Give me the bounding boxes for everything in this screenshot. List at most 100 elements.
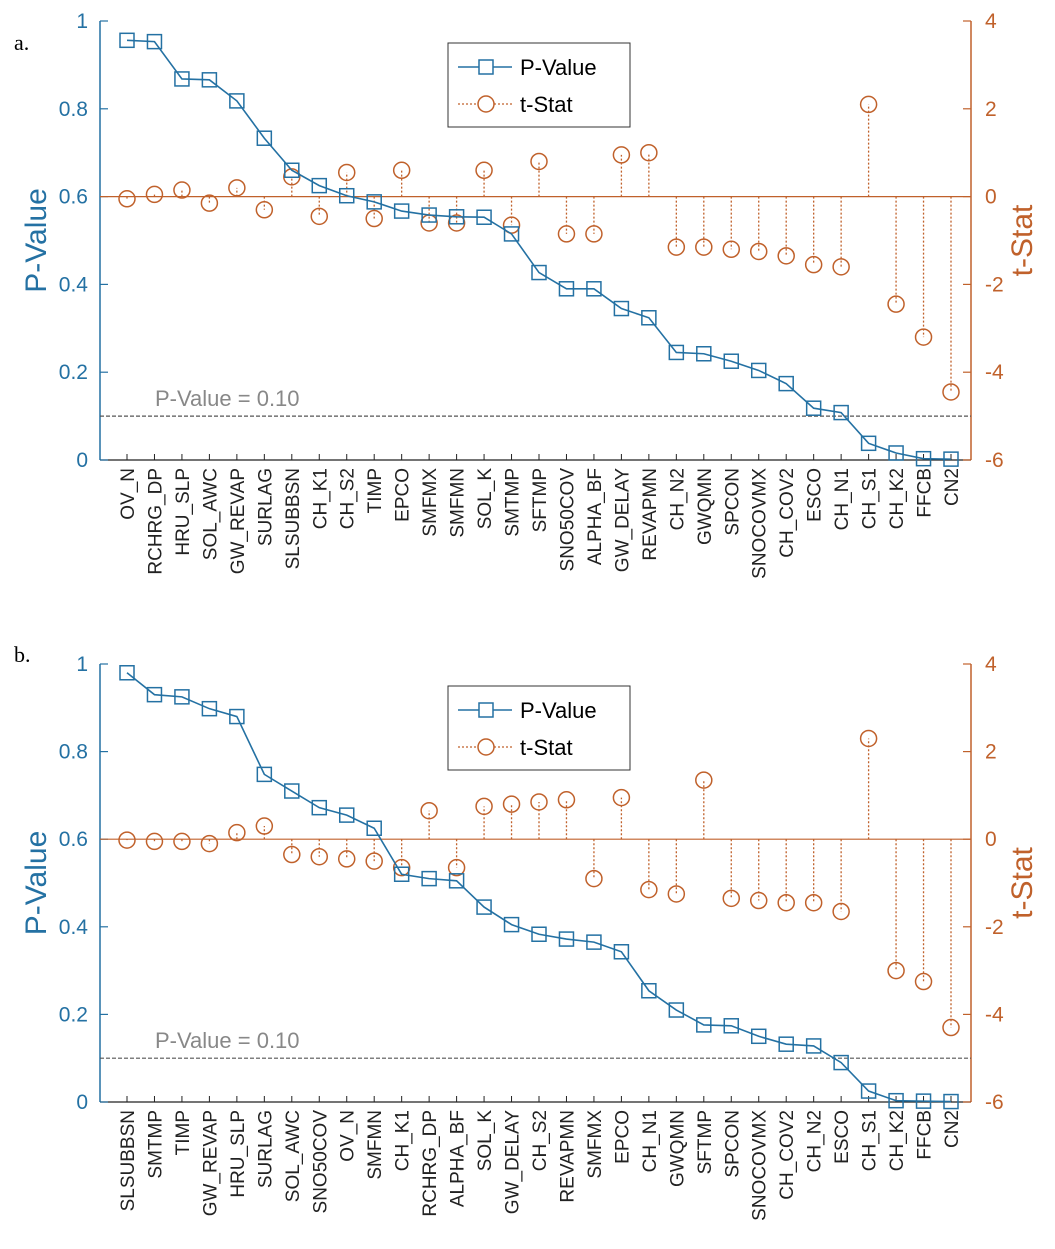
- t-stat-point: [392, 858, 411, 877]
- t-stat-point: [392, 161, 411, 180]
- left-tick-label: 0.6: [59, 186, 88, 209]
- p-value-point: [476, 209, 492, 225]
- category-label: CH_K1: [310, 468, 331, 529]
- t-stat-point: [557, 225, 576, 243]
- t-stat-point: [337, 163, 356, 182]
- category-label: RCHRG_DP: [145, 468, 166, 575]
- p-value-point: [723, 353, 740, 369]
- category-label: GW_DELAY: [503, 1110, 524, 1215]
- p-value-point: [201, 700, 218, 717]
- category-label: OV_N: [338, 1110, 359, 1162]
- p-value-point: [805, 1038, 822, 1054]
- t-stat-point: [749, 891, 768, 910]
- category-label: SOL_AWC: [200, 468, 221, 560]
- reference-line-label: P-Value = 0.10: [155, 1028, 300, 1053]
- t-stat-point: [475, 161, 493, 180]
- p-value-point: [476, 899, 492, 915]
- category-label: SLSUBBSN: [283, 468, 304, 569]
- category-label: EPCO: [612, 1110, 633, 1164]
- legend-t-stat-label: t-Stat: [520, 92, 573, 117]
- t-stat-point: [585, 869, 603, 888]
- category-label: SLSUBBSN: [118, 1110, 139, 1211]
- category-label: SNO50COV: [310, 1110, 331, 1214]
- t-stat-point: [365, 209, 383, 228]
- p-value-point: [174, 71, 190, 87]
- category-label: TIMP: [365, 468, 386, 513]
- category-label: SURLAG: [255, 1110, 276, 1188]
- p-value-point: [503, 226, 520, 242]
- p-value-point: [421, 207, 437, 223]
- t-stat-point: [640, 880, 658, 899]
- left-tick-label: 1: [76, 10, 88, 33]
- category-label: SMTMP: [503, 468, 524, 537]
- p-value-point: [915, 1093, 932, 1109]
- category-label: CH_S2: [338, 468, 359, 529]
- p-value-point: [888, 445, 904, 461]
- p-value-point: [284, 162, 300, 179]
- category-label: HRU_SLP: [173, 468, 194, 556]
- p-value-point: [421, 870, 437, 887]
- t-stat-point: [859, 95, 878, 114]
- category-label: SPCON: [722, 1110, 743, 1178]
- left-tick-label: 0.8: [59, 98, 88, 121]
- legend-t-stat-label: t-Stat: [520, 735, 573, 760]
- t-stat-point: [173, 832, 191, 851]
- category-label: HRU_SLP: [228, 1110, 249, 1198]
- t-stat-point: [695, 771, 713, 789]
- right-tick-label: 2: [985, 98, 997, 121]
- category-label: CH_N2: [805, 1110, 826, 1172]
- p-value-point: [119, 665, 135, 681]
- t-stat-point: [804, 255, 823, 274]
- legend-p-value-marker: [478, 702, 494, 718]
- category-label: ESCO: [832, 1110, 853, 1164]
- category-label: SNOCOVMX: [750, 468, 771, 579]
- t-stat-point: [283, 845, 301, 864]
- right-axis-title: t-Stat: [1006, 846, 1039, 918]
- category-label: EPCO: [393, 468, 414, 522]
- p-value-point: [778, 1036, 794, 1052]
- t-stat-point: [228, 823, 246, 842]
- category-label: SNOCOVMX: [750, 1110, 771, 1221]
- right-tick-label: 4: [985, 653, 997, 676]
- legend-t-stat-marker: [477, 738, 495, 756]
- category-label: SNO50COV: [557, 468, 578, 572]
- t-stat-point: [557, 791, 576, 809]
- t-stat-point: [695, 238, 713, 256]
- p-value-point: [338, 187, 355, 204]
- t-stat-point: [942, 1018, 960, 1037]
- right-tick-label: -2: [985, 916, 1004, 939]
- category-label: CN2: [942, 1110, 963, 1148]
- t-stat-point: [145, 185, 164, 204]
- t-stat-point: [145, 832, 164, 851]
- right-tick-label: -4: [985, 1003, 1004, 1026]
- p-value-point: [229, 708, 245, 725]
- category-label: CH_N1: [832, 468, 853, 530]
- t-stat-point: [914, 972, 933, 991]
- category-label: SOL_K: [475, 1110, 496, 1172]
- t-stat-point: [420, 801, 438, 820]
- category-label: GW_REVAP: [228, 468, 249, 574]
- t-stat-point: [914, 328, 933, 346]
- t-stat-point: [502, 795, 521, 813]
- category-label: SURLAG: [255, 468, 276, 546]
- reference-line-label: P-Value = 0.10: [155, 386, 300, 411]
- p-value-point: [531, 926, 547, 942]
- category-label: CH_K2: [887, 1110, 908, 1171]
- p-value-point: [723, 1018, 740, 1034]
- category-label: CH_S1: [860, 1110, 881, 1171]
- t-stat-point: [942, 383, 960, 401]
- category-label: SOL_K: [475, 468, 496, 530]
- category-label: CH_N1: [640, 1110, 661, 1172]
- right-tick-label: 0: [985, 186, 997, 209]
- t-stat-point: [255, 817, 274, 835]
- category-label: GWQMN: [695, 468, 716, 545]
- p-value-line: [126, 39, 952, 460]
- p-value-point: [613, 300, 630, 317]
- t-stat-point: [310, 847, 329, 866]
- p-value-point: [448, 873, 465, 889]
- legend-box: [447, 42, 631, 128]
- p-value-point: [586, 281, 602, 297]
- t-stat-point: [475, 797, 493, 816]
- category-label: SMFMX: [420, 468, 441, 537]
